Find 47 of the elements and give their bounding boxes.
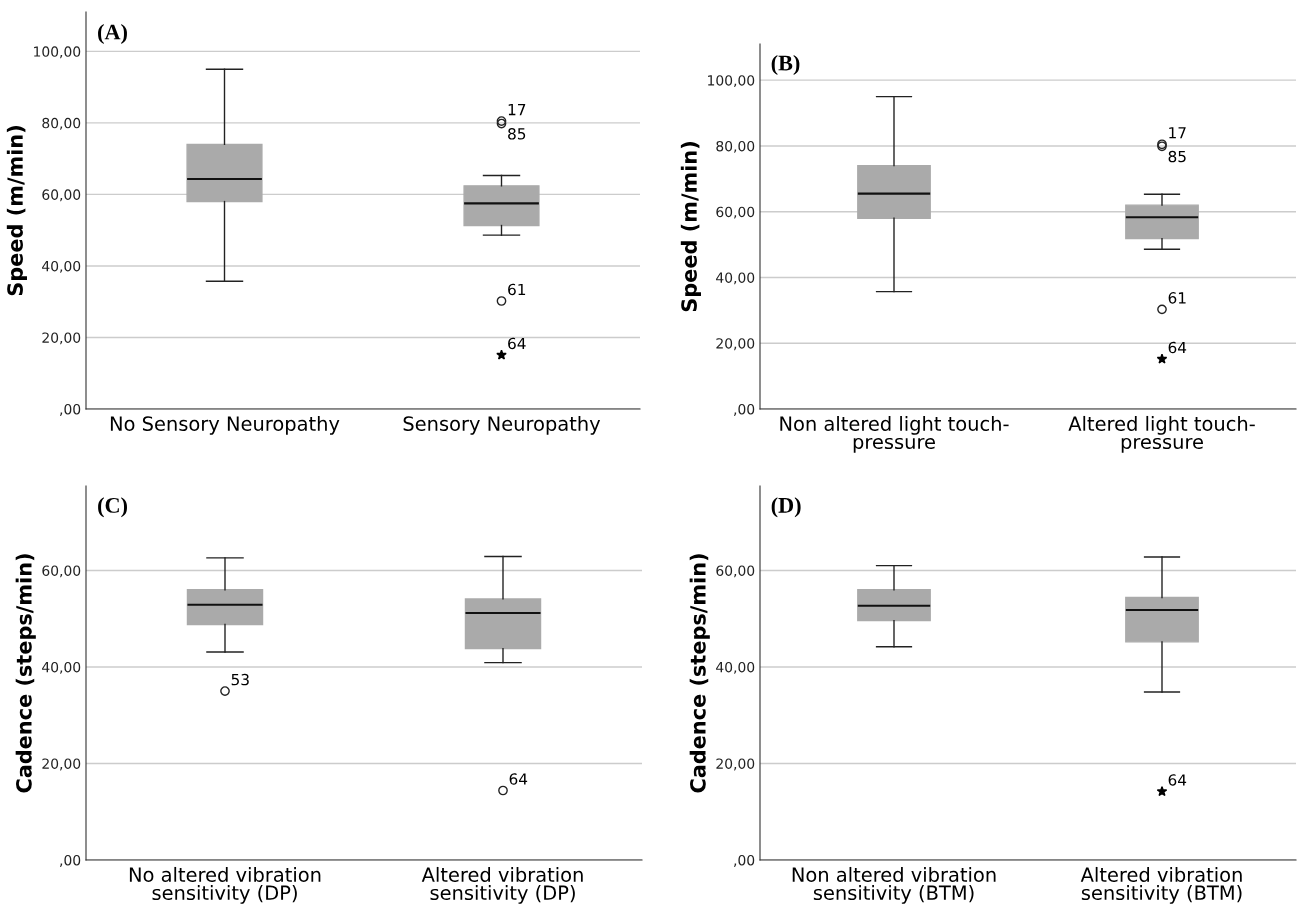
x-tick-label: Altered vibration sensitivity (BTM)	[1080, 866, 1242, 904]
chart-title: (C)	[98, 497, 127, 518]
x-tick-label: Altered vibration sensitivity (DP)	[421, 866, 583, 904]
y-tick-label: 20,00	[42, 758, 81, 771]
chart-title: (A)	[98, 23, 127, 45]
annotation: 85	[508, 128, 526, 140]
x-tick-label: No Sensory Neuropathy	[110, 415, 340, 435]
y-tick-label: 60,00	[716, 206, 755, 219]
y-tick-label: ,00	[60, 403, 81, 416]
y-tick-label: 40,00	[42, 661, 81, 674]
y-tick-label: 20,00	[42, 332, 81, 345]
annotation: 64	[509, 773, 528, 785]
annotation: 64	[1168, 774, 1187, 786]
annotation: 85	[1168, 150, 1186, 163]
y-axis-title: Speed (m/min)	[6, 126, 27, 296]
x-tick-label: No altered vibration sensitivity (DP)	[129, 866, 321, 904]
annotation: 64	[1168, 341, 1187, 354]
y-tick-label: 20,00	[716, 338, 755, 351]
y-axis-title: Speed (m/min)	[680, 142, 701, 312]
annotation: 61	[1168, 292, 1186, 304]
y-tick-label: ,00	[60, 854, 81, 867]
chart-title: (D)	[771, 497, 801, 518]
y-tick-label: 60,00	[42, 565, 81, 578]
annotation: 61	[508, 283, 526, 296]
y-tick-label: ,00	[734, 403, 755, 416]
annotation: 17	[508, 103, 526, 116]
x-tick-label: Non altered light touch- pressure	[780, 415, 1009, 453]
y-tick-label: 40,00	[716, 661, 755, 674]
y-tick-label: 100,00	[34, 46, 81, 59]
y-tick-label: 80,00	[42, 117, 81, 130]
y-tick-label: ,00	[734, 854, 755, 867]
x-tick-label: Sensory Neuropathy	[403, 415, 601, 435]
chart-title: (B)	[771, 54, 800, 76]
annotation: 53	[231, 673, 249, 686]
x-tick-label: Non altered vibration sensitivity (BTM)	[792, 866, 996, 904]
x-tick-label: Altered light touch- pressure	[1068, 415, 1255, 453]
y-tick-label: 40,00	[42, 260, 81, 273]
y-tick-label: 20,00	[716, 758, 755, 771]
y-tick-label: 40,00	[716, 272, 755, 285]
y-tick-label: 60,00	[716, 565, 755, 578]
y-tick-label: 80,00	[716, 140, 755, 153]
annotation: 17	[1169, 127, 1186, 139]
y-tick-label: 100,00	[708, 75, 755, 88]
y-axis-title: Cadence (steps/min)	[15, 554, 36, 793]
annotation: 64	[508, 337, 526, 350]
y-tick-label: 60,00	[42, 189, 81, 202]
y-axis-title: Cadence (steps/min)	[689, 554, 710, 793]
